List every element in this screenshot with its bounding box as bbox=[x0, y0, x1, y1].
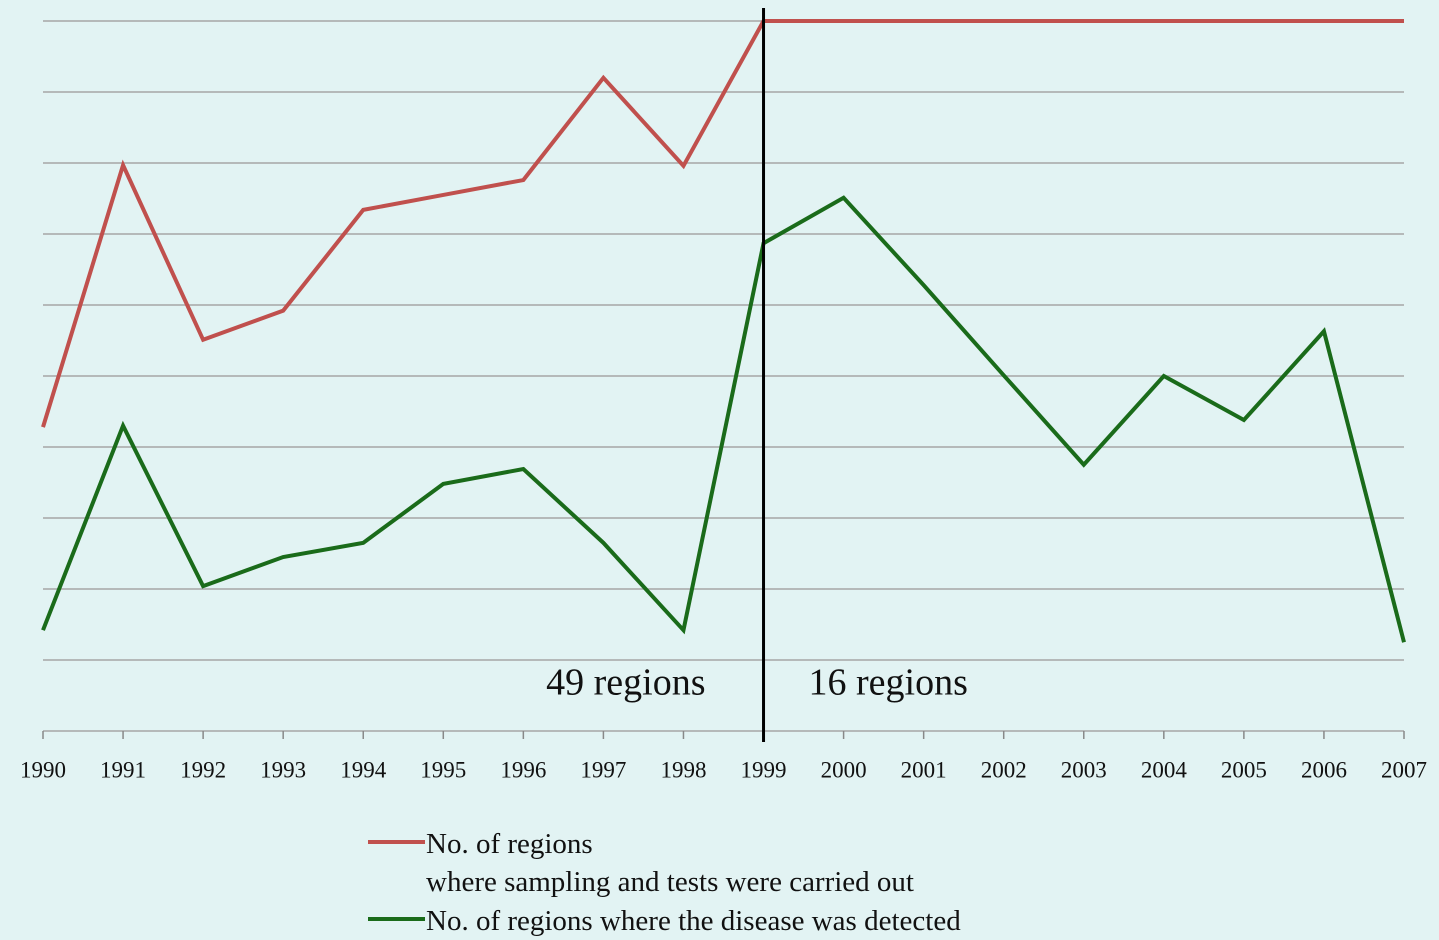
x-tick-label: 1995 bbox=[420, 757, 466, 782]
x-tick-label: 1996 bbox=[500, 757, 546, 782]
x-tick-label: 1999 bbox=[741, 757, 787, 782]
data-line bbox=[41, 19, 1404, 428]
x-tick-label: 2006 bbox=[1301, 757, 1347, 782]
x-tick-label: 1997 bbox=[580, 757, 626, 782]
data-line bbox=[41, 195, 1406, 643]
x-tick-label: 2004 bbox=[1141, 757, 1188, 782]
x-tick-label: 2002 bbox=[981, 757, 1027, 782]
x-tick-label: 1994 bbox=[340, 757, 387, 782]
x-tick-label: 2001 bbox=[901, 757, 947, 782]
x-tick-label: 2005 bbox=[1221, 757, 1267, 782]
annotation: 49 regions bbox=[546, 662, 705, 704]
x-tick-label: 1991 bbox=[100, 757, 146, 782]
x-tick-label: 1992 bbox=[180, 757, 226, 782]
legend-label: No. of regions where sampling and tests … bbox=[426, 828, 914, 898]
x-tick-label: 1993 bbox=[260, 757, 306, 782]
x-tick-label: 2007 bbox=[1381, 757, 1427, 782]
x-tick-label: 2003 bbox=[1061, 757, 1107, 782]
x-tick-label: 2000 bbox=[821, 757, 867, 782]
x-tick-label: 1990 bbox=[20, 757, 66, 782]
legend-label: No. of regions where the disease was det… bbox=[426, 905, 961, 937]
annotation: 16 regions bbox=[809, 662, 968, 704]
x-tick-label: 1998 bbox=[660, 757, 706, 782]
